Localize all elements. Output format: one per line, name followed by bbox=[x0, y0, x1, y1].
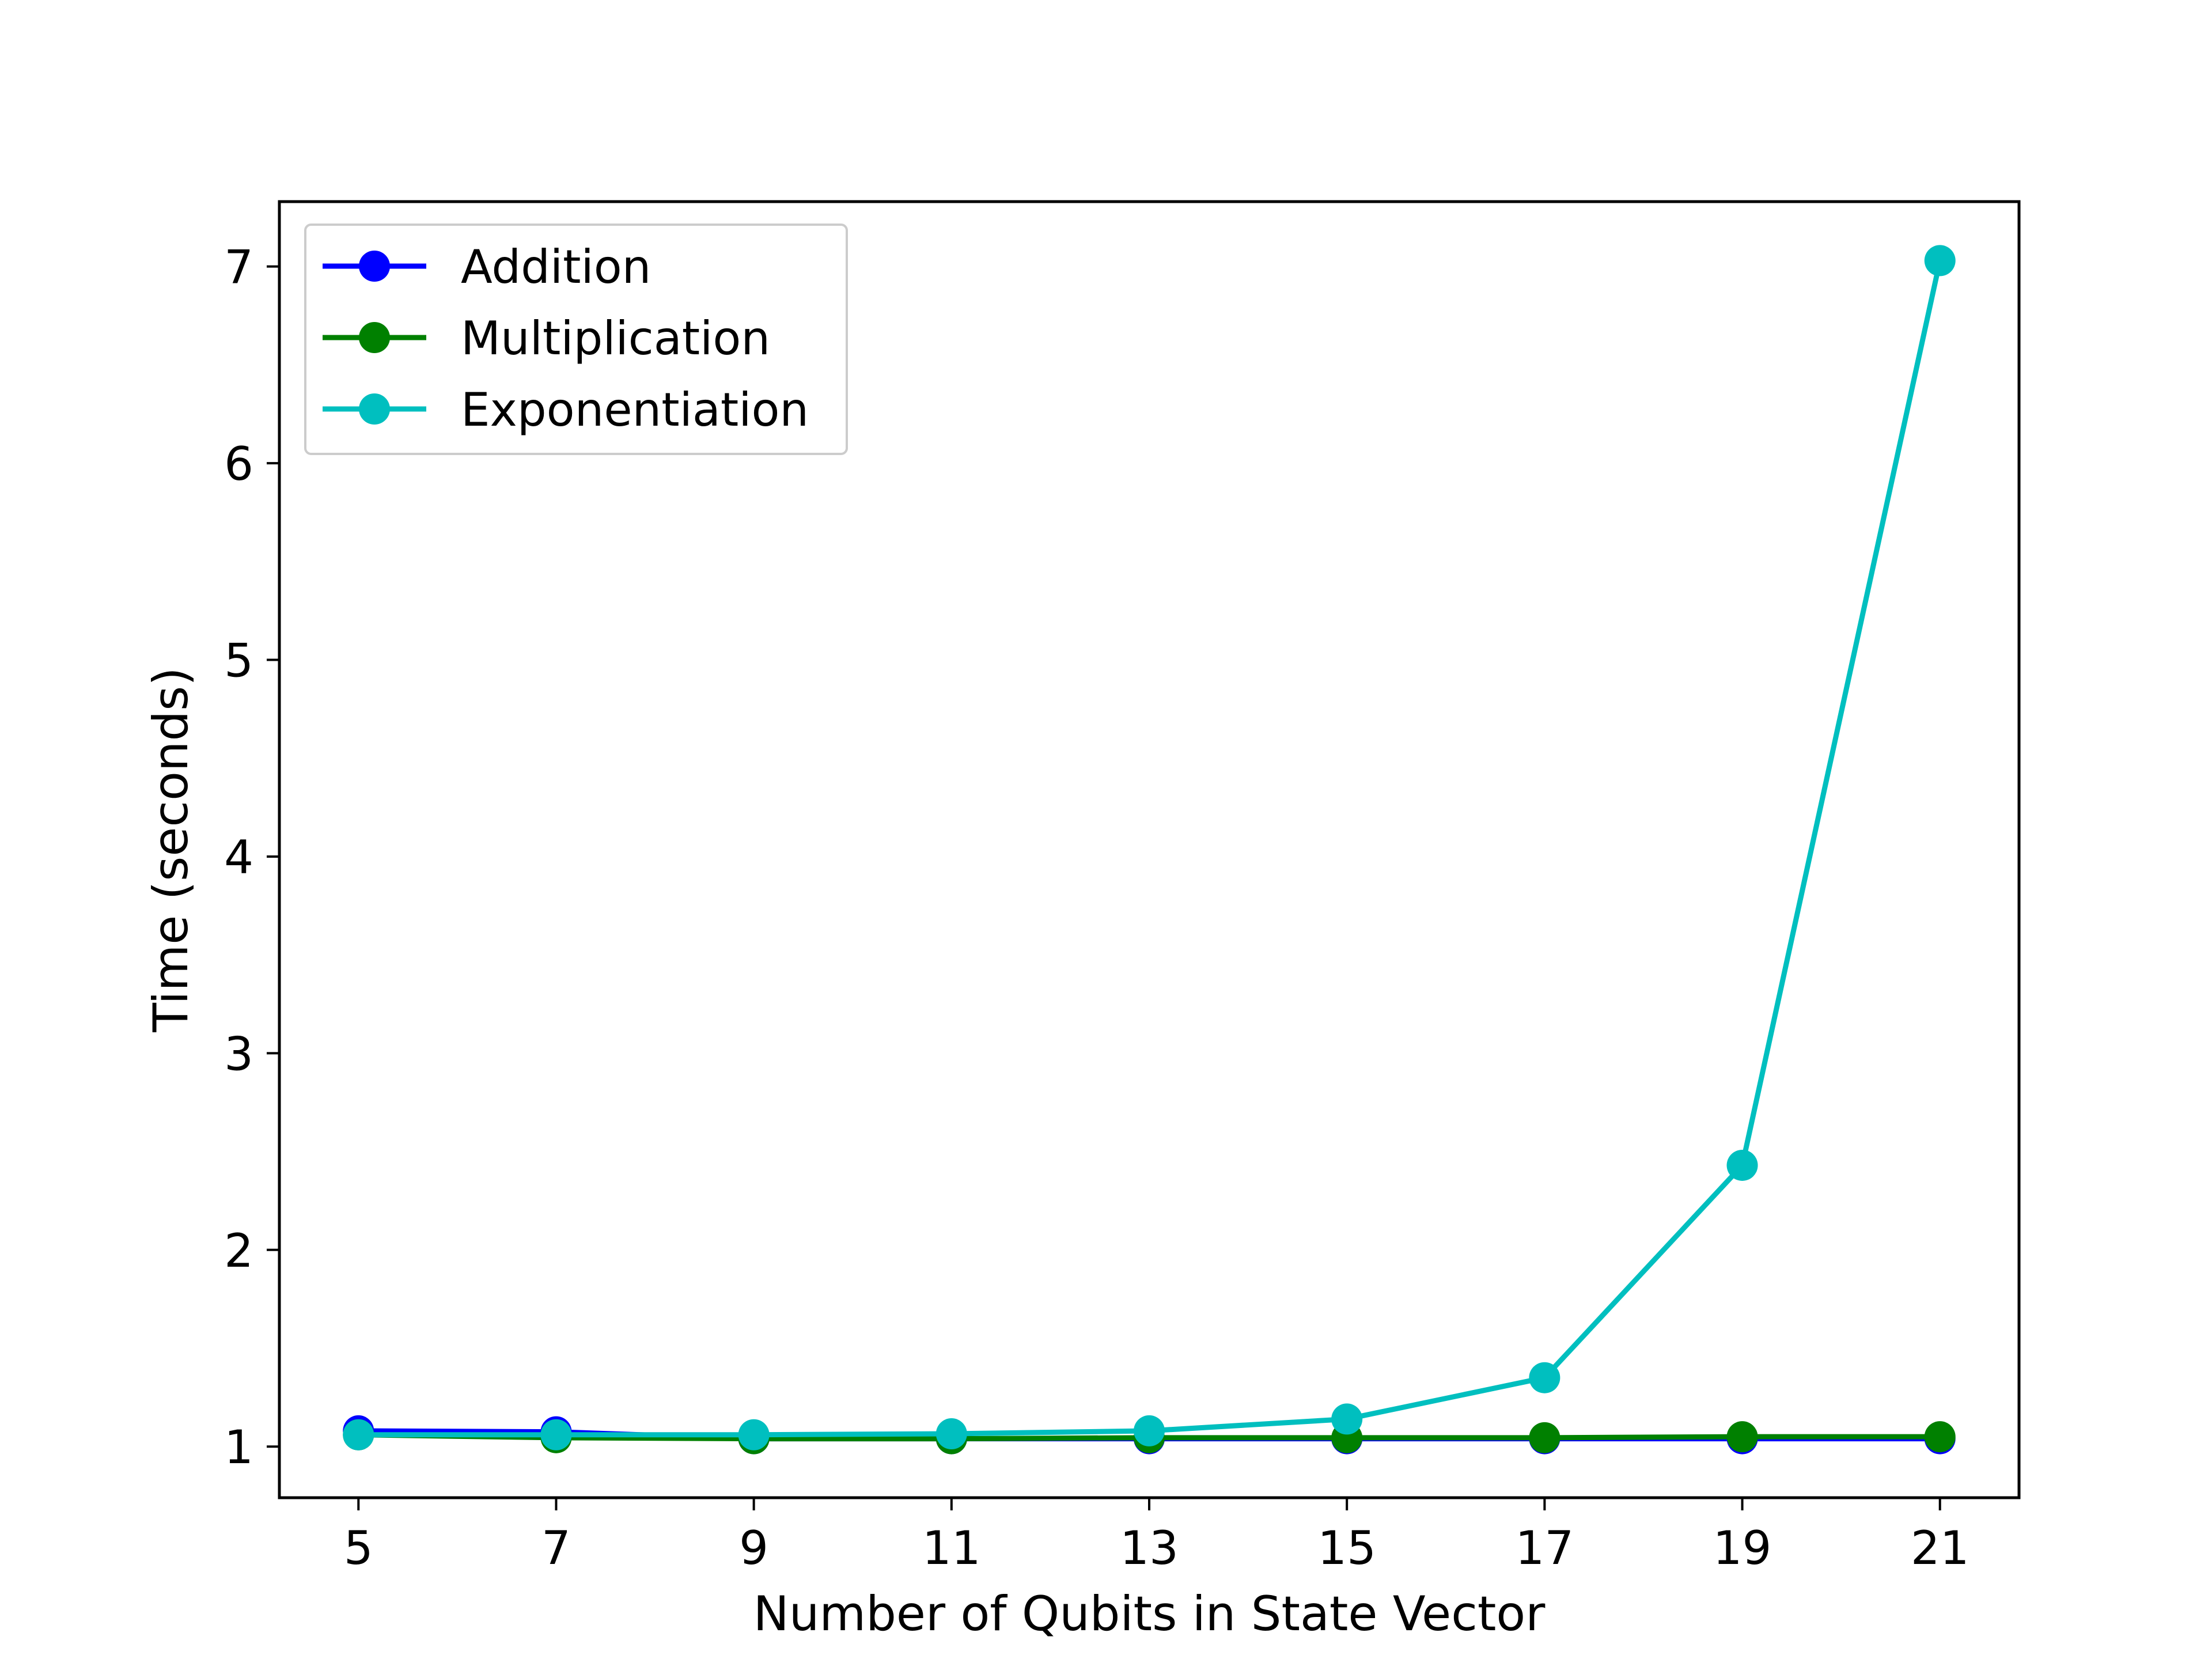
legend-marker bbox=[359, 251, 390, 282]
data-point bbox=[935, 1418, 967, 1450]
x-tick-label: 17 bbox=[1515, 1521, 1574, 1575]
legend-label: Exponentiation bbox=[461, 383, 809, 437]
x-tick-label: 13 bbox=[1120, 1521, 1179, 1575]
y-axis: 1 2 3 4 5 6 7 bbox=[224, 241, 279, 1474]
legend: Addition Multiplication Exponentiation bbox=[304, 224, 848, 455]
data-point bbox=[1529, 1362, 1560, 1393]
data-point bbox=[1726, 1149, 1758, 1181]
y-tick-label: 6 bbox=[224, 437, 253, 491]
legend-label: Addition bbox=[461, 240, 651, 294]
x-tick-label: 15 bbox=[1317, 1521, 1376, 1575]
legend-item: Exponentiation bbox=[323, 383, 809, 437]
legend-marker bbox=[359, 393, 390, 425]
x-tick-label: 9 bbox=[739, 1521, 768, 1575]
y-tick-label: 1 bbox=[224, 1421, 253, 1474]
x-tick-label: 5 bbox=[344, 1521, 373, 1575]
legend-item: Multiplication bbox=[323, 312, 770, 365]
x-tick-label: 11 bbox=[922, 1521, 981, 1575]
data-point bbox=[1924, 1421, 1956, 1453]
x-tick-label: 7 bbox=[541, 1521, 571, 1575]
x-axis-title: Number of Qubits in State Vector bbox=[753, 1586, 1546, 1642]
y-axis-title: Time (seconds) bbox=[143, 667, 199, 1033]
legend-box bbox=[304, 224, 848, 455]
y-tick-label: 3 bbox=[224, 1027, 253, 1081]
data-point bbox=[1529, 1422, 1560, 1453]
legend-item: Addition bbox=[323, 240, 651, 294]
data-point bbox=[1331, 1403, 1363, 1435]
series-layer bbox=[343, 245, 1956, 1455]
data-point bbox=[1924, 245, 1956, 276]
series-exponentiation bbox=[343, 245, 1956, 1450]
data-point bbox=[343, 1419, 374, 1450]
x-tick-label: 19 bbox=[1713, 1521, 1772, 1575]
data-point bbox=[1726, 1421, 1758, 1453]
legend-marker bbox=[359, 322, 390, 353]
y-tick-label: 2 bbox=[224, 1224, 253, 1278]
data-point bbox=[738, 1419, 770, 1450]
data-point bbox=[540, 1419, 572, 1450]
y-tick-label: 7 bbox=[224, 241, 253, 294]
x-axis: 5 7 9 11 13 15 17 19 21 bbox=[344, 1498, 1969, 1575]
y-tick-label: 4 bbox=[224, 831, 253, 884]
data-point bbox=[1134, 1415, 1165, 1446]
x-tick-label: 21 bbox=[1911, 1521, 1969, 1575]
y-tick-label: 5 bbox=[224, 634, 253, 688]
legend-label: Multiplication bbox=[461, 312, 770, 365]
